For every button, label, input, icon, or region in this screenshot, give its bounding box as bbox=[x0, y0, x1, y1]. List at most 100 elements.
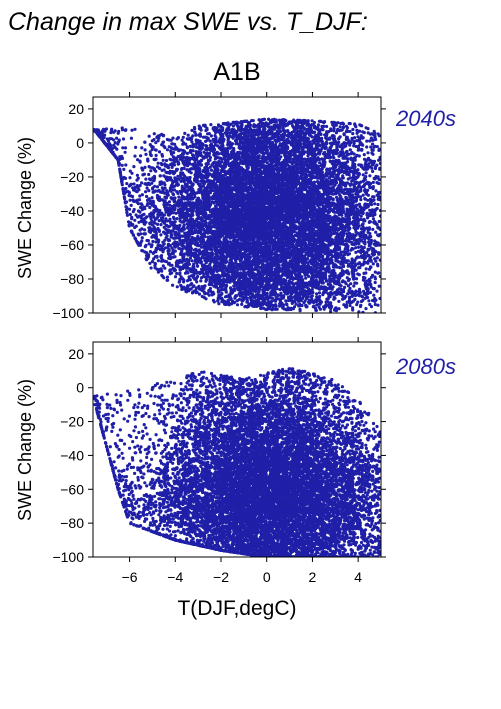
data-point bbox=[183, 131, 187, 135]
data-point bbox=[177, 195, 181, 199]
data-point bbox=[362, 245, 366, 250]
data-point bbox=[158, 174, 162, 178]
data-point bbox=[206, 132, 210, 136]
data-point bbox=[133, 154, 137, 158]
scenario-label: A1B bbox=[213, 58, 260, 86]
data-point bbox=[306, 256, 310, 261]
data-point bbox=[354, 125, 358, 129]
period-label: 2040s bbox=[395, 106, 456, 131]
data-point bbox=[348, 129, 352, 134]
data-point bbox=[337, 307, 341, 311]
data-point bbox=[146, 181, 151, 185]
data-point bbox=[359, 134, 363, 138]
data-point bbox=[170, 162, 174, 167]
data-point bbox=[348, 303, 352, 308]
data-point bbox=[144, 152, 148, 156]
data-point bbox=[154, 148, 158, 152]
data-point bbox=[338, 193, 342, 197]
data-point bbox=[152, 132, 156, 136]
data-point bbox=[371, 227, 375, 231]
data-point bbox=[369, 305, 374, 309]
data-point bbox=[365, 139, 369, 143]
data-point bbox=[113, 129, 117, 133]
data-point bbox=[285, 134, 289, 138]
data-point bbox=[223, 295, 228, 299]
data-point bbox=[362, 257, 366, 261]
data-point bbox=[376, 262, 380, 266]
data-point bbox=[339, 262, 343, 266]
data-point bbox=[343, 187, 347, 192]
data-point bbox=[156, 259, 160, 263]
data-point bbox=[368, 174, 372, 178]
data-point bbox=[374, 189, 378, 193]
data-point bbox=[221, 126, 225, 130]
data-point bbox=[152, 257, 156, 261]
data-point bbox=[213, 157, 217, 161]
data-point bbox=[312, 120, 316, 125]
data-point bbox=[155, 185, 160, 189]
data-point bbox=[175, 285, 179, 289]
data-point bbox=[185, 151, 189, 155]
data-point bbox=[161, 264, 165, 268]
data-point bbox=[171, 283, 175, 287]
data-point bbox=[128, 176, 132, 180]
data-point bbox=[321, 281, 325, 285]
data-point bbox=[124, 163, 128, 167]
data-point bbox=[208, 139, 212, 143]
data-point bbox=[361, 298, 365, 302]
data-point bbox=[175, 217, 179, 221]
data-point bbox=[157, 150, 162, 154]
data-point bbox=[199, 279, 203, 283]
data-point bbox=[147, 242, 151, 246]
data-point bbox=[139, 154, 143, 158]
data-point bbox=[149, 266, 153, 270]
data-point bbox=[127, 191, 131, 195]
data-point bbox=[235, 303, 240, 307]
data-point bbox=[161, 158, 165, 162]
data-point bbox=[170, 197, 174, 201]
data-point bbox=[143, 232, 147, 236]
data-point bbox=[345, 232, 349, 236]
data-point bbox=[134, 145, 138, 149]
data-point bbox=[171, 215, 176, 219]
data-point bbox=[138, 194, 142, 198]
data-point bbox=[148, 250, 153, 254]
data-point bbox=[320, 136, 324, 140]
data-point bbox=[156, 161, 160, 165]
data-point bbox=[351, 127, 355, 132]
data-point bbox=[368, 139, 372, 143]
data-point bbox=[175, 271, 179, 276]
data-point bbox=[371, 169, 375, 173]
data-point bbox=[213, 134, 217, 138]
data-point bbox=[128, 212, 132, 217]
scatter-points bbox=[93, 117, 381, 313]
data-point bbox=[136, 209, 141, 213]
data-point bbox=[161, 250, 165, 254]
data-point bbox=[144, 190, 148, 194]
data-point bbox=[338, 125, 342, 129]
data-point bbox=[188, 144, 192, 148]
data-point bbox=[312, 227, 316, 232]
panel-2040s: 2040s SWE Change (%) 200−20−40−60−80−100 bbox=[15, 92, 456, 321]
data-point bbox=[209, 134, 213, 138]
data-point bbox=[115, 136, 119, 140]
data-point bbox=[190, 128, 194, 132]
data-point bbox=[194, 286, 198, 290]
data-point bbox=[377, 219, 381, 224]
data-point bbox=[159, 223, 163, 227]
figure-title: Change in max SWE vs. T_DJF: bbox=[8, 8, 368, 36]
data-point bbox=[353, 122, 357, 126]
data-point bbox=[378, 161, 381, 165]
data-point bbox=[298, 307, 302, 311]
data-point bbox=[128, 198, 132, 202]
data-point bbox=[164, 158, 169, 163]
data-point bbox=[352, 284, 356, 288]
data-point bbox=[374, 230, 378, 234]
data-point bbox=[364, 307, 368, 311]
data-point bbox=[140, 193, 144, 197]
data-point bbox=[353, 136, 357, 140]
data-point bbox=[372, 293, 376, 297]
data-point bbox=[138, 184, 142, 188]
data-point bbox=[346, 253, 350, 257]
